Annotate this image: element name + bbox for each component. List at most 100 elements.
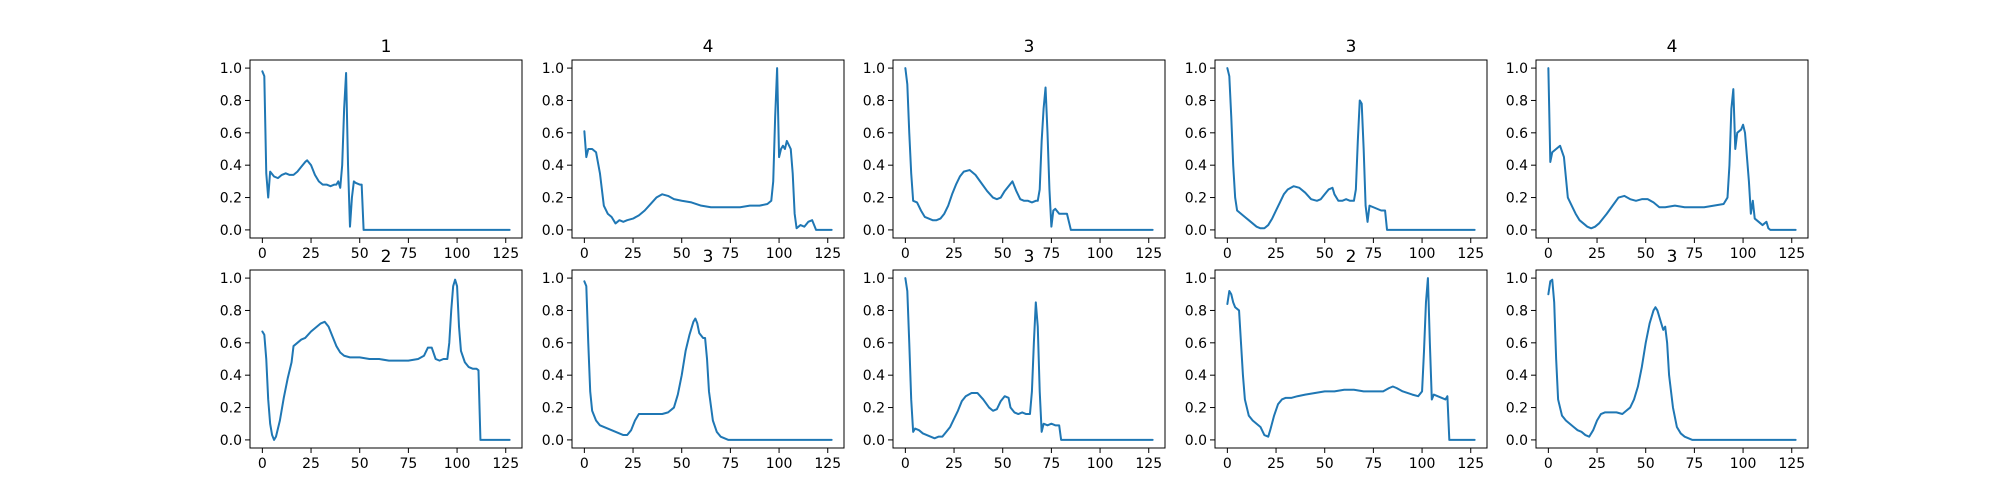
y-tick-label: 1.0 (1506, 61, 1528, 77)
x-tick-label: 0 (901, 246, 910, 262)
x-tick-label: 100 (444, 246, 471, 262)
x-tick-label: 125 (1457, 246, 1484, 262)
y-tick-label: 0.0 (1506, 433, 1528, 449)
y-tick-label: 0.6 (1506, 336, 1528, 352)
x-tick-label: 100 (1409, 456, 1436, 472)
x-tick-label: 25 (945, 246, 963, 262)
y-tick-label: 0.4 (863, 368, 885, 384)
x-tick-label: 0 (580, 456, 589, 472)
y-tick-label: 0.4 (542, 368, 564, 384)
subplot-5: 4 0 25 50 75 100 125 0.0 0.2 0.4 0.6 0.8 1.0 (1506, 37, 1809, 262)
y-tick-label: 0.8 (863, 93, 885, 109)
y-tick-label: 0.2 (863, 191, 885, 207)
subplot-title: 2 (1346, 247, 1357, 267)
y-tick-label: 0.2 (1185, 401, 1207, 417)
y-tick-label: 0.2 (863, 401, 885, 417)
x-tick-label: 0 (1223, 246, 1232, 262)
x-tick-label: 50 (351, 456, 369, 472)
y-tick-label: 0.2 (220, 401, 242, 417)
y-tick-label: 1.0 (542, 61, 564, 77)
y-tick-label: 1.0 (1185, 61, 1207, 77)
x-tick-label: 125 (1135, 456, 1162, 472)
y-tick-label: 0.2 (1506, 401, 1528, 417)
y-tick-label: 0.0 (863, 223, 885, 239)
axes-frame (1535, 269, 1809, 449)
y-tick-label: 1.0 (542, 271, 564, 287)
x-tick-label: 50 (1637, 246, 1655, 262)
y-tick-label: 1.0 (1506, 271, 1528, 287)
x-tick-label: 75 (1364, 246, 1382, 262)
y-tick-label: 1.0 (220, 271, 242, 287)
y-tick-label: 0.8 (1506, 93, 1528, 109)
subplot-title: 3 (1346, 37, 1357, 57)
y-tick-label: 0.6 (542, 126, 564, 142)
axes-frame (249, 59, 523, 239)
y-tick-label: 0.4 (1506, 158, 1528, 174)
x-tick-label: 25 (624, 246, 642, 262)
x-tick-label: 100 (444, 456, 471, 472)
x-tick-label: 125 (492, 456, 519, 472)
x-tick-label: 0 (258, 246, 267, 262)
y-tick-label: 0.6 (542, 336, 564, 352)
x-tick-label: 125 (1135, 246, 1162, 262)
y-tick-label: 0.4 (1506, 368, 1528, 384)
y-tick-label: 0.0 (220, 223, 242, 239)
y-tick-label: 0.8 (1185, 93, 1207, 109)
x-tick-label: 75 (1042, 246, 1060, 262)
subplot-9: 2 0 25 50 75 100 125 0.0 0.2 0.4 0.6 0.8 1.0 (1185, 247, 1488, 472)
subplot-6: 2 0 25 50 75 100 125 0.0 0.2 0.4 0.6 0.8 1.0 (220, 247, 523, 472)
x-tick-label: 125 (814, 456, 841, 472)
y-tick-label: 0.0 (1185, 223, 1207, 239)
x-tick-label: 25 (302, 456, 320, 472)
subplot-title: 1 (381, 37, 392, 57)
x-tick-label: 25 (1267, 456, 1285, 472)
y-tick-label: 0.6 (220, 336, 242, 352)
y-tick-label: 0.4 (220, 368, 242, 384)
subplot-title: 3 (703, 247, 714, 267)
y-tick-label: 0.6 (220, 126, 242, 142)
x-tick-label: 100 (1730, 246, 1757, 262)
subplot-title: 4 (703, 37, 714, 57)
x-tick-label: 125 (492, 246, 519, 262)
y-tick-label: 0.4 (1185, 158, 1207, 174)
x-tick-label: 50 (351, 246, 369, 262)
subplot-7: 3 0 25 50 75 100 125 0.0 0.2 0.4 0.6 0.8 1.0 (542, 247, 845, 472)
x-tick-label: 0 (580, 246, 589, 262)
series-line (261, 278, 511, 441)
y-tick-label: 0.6 (863, 126, 885, 142)
y-tick-label: 0.0 (542, 223, 564, 239)
x-tick-label: 100 (1087, 246, 1114, 262)
series-line (1226, 67, 1476, 231)
x-tick-label: 75 (1042, 456, 1060, 472)
x-tick-label: 75 (399, 246, 417, 262)
x-tick-label: 25 (1588, 246, 1606, 262)
y-tick-label: 0.4 (220, 158, 242, 174)
x-tick-label: 0 (1544, 456, 1553, 472)
axes-frame (892, 59, 1166, 239)
x-tick-label: 50 (1316, 456, 1334, 472)
y-tick-label: 0.8 (220, 93, 242, 109)
y-tick-label: 0.6 (863, 336, 885, 352)
y-tick-label: 0.6 (1185, 126, 1207, 142)
x-tick-label: 75 (1685, 456, 1703, 472)
y-tick-label: 0.6 (1185, 336, 1207, 352)
subplot-2: 4 0 25 50 75 100 125 0.0 0.2 0.4 0.6 0.8 1.0 (542, 37, 845, 262)
series-line (583, 280, 833, 441)
subplot-3: 3 0 25 50 75 100 125 0.0 0.2 0.4 0.6 0.8 1.0 (863, 37, 1166, 262)
subplot-title: 4 (1667, 37, 1678, 57)
x-tick-label: 0 (1544, 246, 1553, 262)
x-tick-label: 25 (624, 456, 642, 472)
y-tick-label: 0.8 (542, 303, 564, 319)
x-tick-label: 100 (1087, 456, 1114, 472)
y-tick-label: 0.8 (1185, 303, 1207, 319)
y-tick-label: 1.0 (863, 61, 885, 77)
x-tick-label: 75 (399, 456, 417, 472)
axes-frame (249, 269, 523, 449)
x-tick-label: 25 (945, 456, 963, 472)
series-line (1547, 278, 1797, 441)
x-tick-label: 125 (1457, 456, 1484, 472)
x-tick-label: 50 (994, 246, 1012, 262)
axes-frame (571, 269, 845, 449)
x-tick-label: 0 (258, 456, 267, 472)
